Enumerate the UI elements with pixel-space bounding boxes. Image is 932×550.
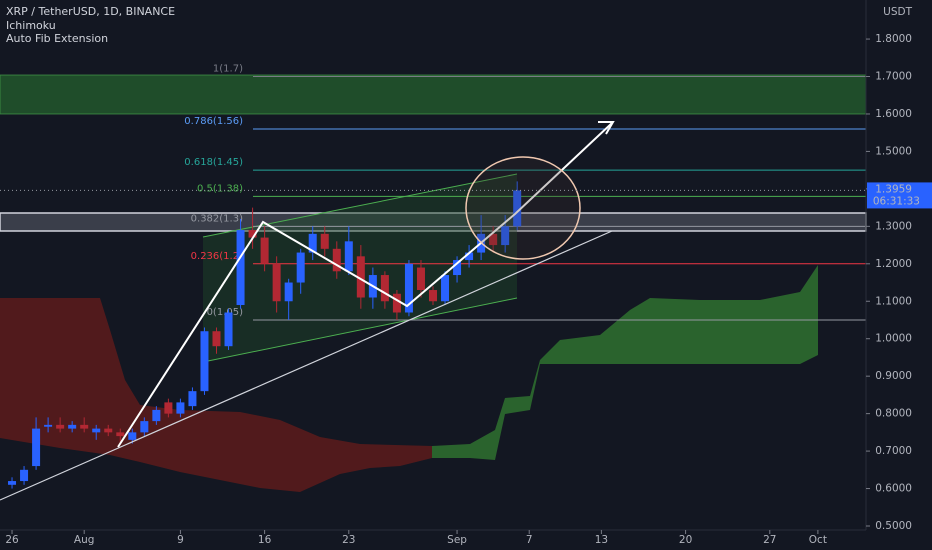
candle-body xyxy=(489,233,498,246)
candle-body xyxy=(164,402,173,414)
x-tick-label: 13 xyxy=(595,534,608,546)
candle-body xyxy=(513,190,522,227)
candle-body xyxy=(296,252,305,283)
candle-body xyxy=(356,256,365,298)
highlight-circle xyxy=(465,156,581,260)
fib-label: 0.382(1.3) xyxy=(191,213,243,224)
y-tick-label: 1.8000 xyxy=(875,33,912,45)
candle-body xyxy=(224,312,233,347)
candle-body xyxy=(20,469,29,482)
fib-label: 0.786(1.56) xyxy=(184,116,243,127)
candle-body xyxy=(32,428,41,467)
fib-label: 0.618(1.45) xyxy=(184,157,243,168)
target-zone xyxy=(0,74,867,115)
candle-body xyxy=(212,331,221,347)
y-tick-label: 0.7000 xyxy=(875,445,912,457)
price-tag-label: 1.3959 xyxy=(875,183,912,195)
candle-body xyxy=(176,402,185,414)
candle-body xyxy=(332,248,341,272)
y-tick-label: 1.0000 xyxy=(875,333,912,345)
fib-label: 0.5(1.38) xyxy=(197,183,243,194)
candle-body xyxy=(128,432,137,440)
candle-body xyxy=(320,233,329,249)
x-tick-label: 7 xyxy=(526,534,533,546)
x-tick-label: 16 xyxy=(258,534,272,546)
x-tick-label: 9 xyxy=(177,534,184,546)
wave-path xyxy=(117,122,613,448)
chart-title: XRP / TetherUSD, 1D, BINANCE xyxy=(6,5,175,18)
currency-label: USDT xyxy=(883,6,912,18)
cloud-bullish xyxy=(432,265,818,460)
candle-body xyxy=(260,237,269,264)
candle-body xyxy=(248,230,257,238)
y-tick-label: 0.8000 xyxy=(875,408,912,420)
candle-body xyxy=(56,424,65,429)
x-tick-label: Sep xyxy=(447,534,467,546)
indicator-label: Ichimoku xyxy=(6,19,56,32)
arrow-head xyxy=(598,121,615,135)
fib-label: 1(1.7) xyxy=(213,64,243,75)
candle-body xyxy=(236,230,245,306)
candle-body xyxy=(188,391,197,407)
countdown-label: 06:31:33 xyxy=(873,195,920,207)
candle-body xyxy=(92,428,101,433)
candle-body xyxy=(80,424,89,429)
y-tick-label: 0.9000 xyxy=(875,370,912,382)
y-tick-label: 1.1000 xyxy=(875,295,912,307)
candle-body xyxy=(441,275,450,302)
y-tick-label: 1.7000 xyxy=(875,71,912,83)
trendline xyxy=(0,230,613,501)
cloud-bearish xyxy=(0,298,432,492)
fib-label: 0.236(1.2) xyxy=(191,251,243,262)
x-tick-label: 26 xyxy=(5,534,19,546)
candle-body xyxy=(453,260,462,276)
x-tick-label: 23 xyxy=(342,534,355,546)
y-tick-label: 1.2000 xyxy=(875,258,912,270)
candle-body xyxy=(392,293,401,313)
candle-body xyxy=(104,428,113,433)
candle-body xyxy=(465,252,474,261)
candle-body xyxy=(308,233,317,253)
candle-body xyxy=(140,421,149,433)
y-tick-label: 0.6000 xyxy=(875,483,912,495)
candle-body xyxy=(380,275,389,302)
candle-body xyxy=(429,290,437,302)
x-tick-label: Oct xyxy=(809,534,827,546)
x-tick-label: 27 xyxy=(763,534,776,546)
candle-body xyxy=(152,409,161,422)
candle-body xyxy=(8,481,17,485)
candle-body xyxy=(44,424,53,427)
indicator-label: Auto Fib Extension xyxy=(6,32,108,45)
y-tick-label: 1.3000 xyxy=(875,220,912,232)
price-tag xyxy=(867,182,932,209)
y-tick-label: 0.5000 xyxy=(875,520,912,532)
candle-body xyxy=(68,424,77,429)
candle-body xyxy=(200,331,209,392)
candle-body xyxy=(404,263,413,313)
candle-body xyxy=(284,282,293,302)
channel-bottom xyxy=(202,297,518,363)
x-tick-label: 20 xyxy=(679,534,692,546)
fib-label: 0(1.05) xyxy=(207,307,244,318)
candle-body xyxy=(272,263,281,302)
candle-body xyxy=(344,241,353,272)
y-tick-label: 1.6000 xyxy=(875,108,912,120)
candle-body xyxy=(416,267,425,291)
y-tick-label: 1.5000 xyxy=(875,145,912,157)
candle-body xyxy=(116,432,125,437)
candle-body xyxy=(501,226,510,246)
x-tick-label: Aug xyxy=(74,534,95,546)
